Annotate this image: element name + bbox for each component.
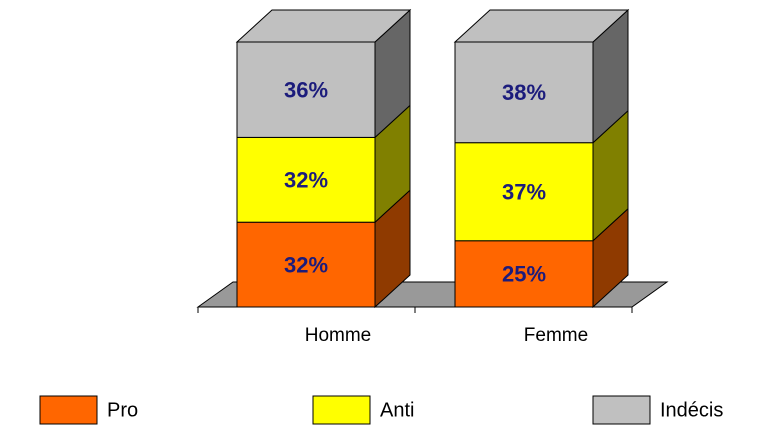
value-label: 38%	[502, 80, 546, 105]
x-tick-label: Homme	[305, 325, 372, 346]
legend-swatch	[592, 395, 651, 425]
value-label: 32%	[284, 168, 328, 193]
x-tick-label: Femme	[524, 325, 588, 346]
legend-label: Pro	[107, 399, 138, 421]
bar-segment	[454, 41, 594, 144]
bar-top	[235, 9, 412, 43]
legend-label: Indécis	[660, 399, 723, 421]
bar-top	[453, 9, 630, 43]
value-label: 37%	[502, 180, 546, 205]
value-label: 36%	[284, 78, 328, 103]
legend-label: Anti	[380, 399, 414, 421]
value-label: 25%	[502, 262, 546, 287]
value-label: 32%	[284, 252, 328, 277]
legend-swatch	[312, 395, 371, 425]
bar-segment	[454, 240, 594, 308]
legend-swatch	[39, 395, 98, 425]
bar-segment	[454, 142, 594, 242]
